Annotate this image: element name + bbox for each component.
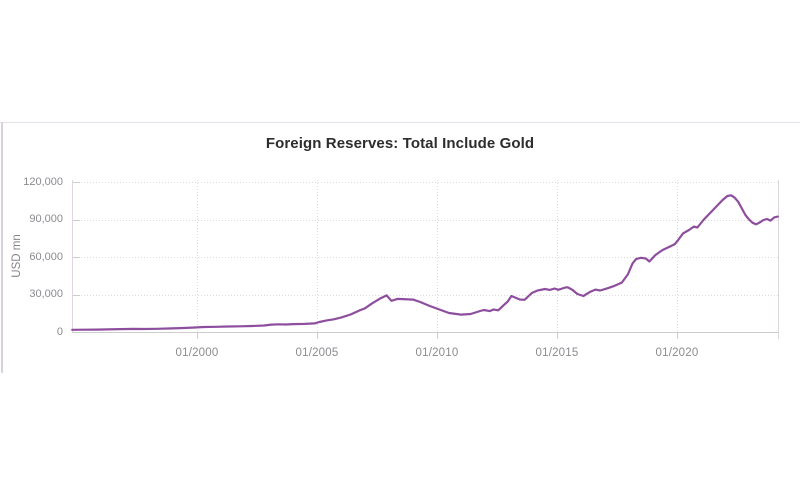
x-axis-tick-label: 01/2005 (295, 347, 339, 359)
y-axis-tick-label: 60,000 (29, 250, 63, 263)
card-left-border (1, 122, 3, 373)
chart-title: Foreign Reserves: Total Include Gold (265, 135, 535, 152)
x-axis-tick-label: 01/2015 (535, 347, 579, 359)
reserves-line-series (71, 194, 779, 331)
x-axis-tick-label: 01/2010 (415, 347, 459, 359)
y-axis-tick-label: 90,000 (29, 213, 63, 225)
x-axis-tick-label: 01/2020 (655, 347, 699, 359)
y-axis-tick-label: 120,000 (23, 175, 63, 188)
card-top-border (0, 122, 800, 123)
x-axis-tick-label: 01/2000 (175, 347, 219, 359)
y-axis-tick-label: 30,000 (29, 288, 63, 300)
y-axis-tick-label: 0 (56, 325, 63, 338)
